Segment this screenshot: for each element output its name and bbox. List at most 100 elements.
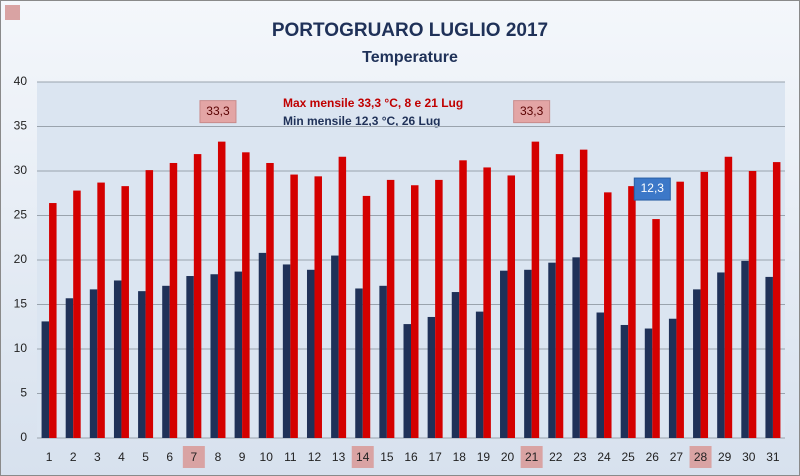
x-tick-label: 24 bbox=[597, 450, 611, 464]
x-tick-label: 10 bbox=[260, 450, 274, 464]
x-tick-label: 18 bbox=[453, 450, 467, 464]
bar bbox=[555, 154, 564, 438]
bar bbox=[427, 316, 436, 438]
bar bbox=[411, 185, 419, 438]
x-tick-label: 30 bbox=[742, 450, 756, 464]
bar bbox=[500, 270, 508, 438]
bar bbox=[162, 285, 170, 438]
x-tick-label: 20 bbox=[501, 450, 515, 464]
bar bbox=[483, 167, 491, 438]
bar bbox=[717, 272, 725, 438]
bar bbox=[234, 271, 243, 438]
bar bbox=[41, 321, 50, 438]
value-label-box bbox=[633, 177, 671, 201]
y-tick-label: 30 bbox=[14, 163, 28, 177]
x-tick-label: 5 bbox=[142, 450, 149, 464]
x-tick-label: 4 bbox=[118, 450, 125, 464]
bar bbox=[49, 203, 57, 438]
x-tick-label: 29 bbox=[718, 450, 732, 464]
value-label: 12,3 bbox=[641, 181, 665, 195]
bar bbox=[507, 175, 516, 438]
x-tick-label: 17 bbox=[428, 450, 442, 464]
x-tick-label: 13 bbox=[332, 450, 346, 464]
annotation: Max mensile 33,3 °C, 8 e 21 Lug bbox=[283, 96, 463, 110]
bar bbox=[724, 156, 733, 438]
y-tick-label: 20 bbox=[14, 252, 28, 266]
bar bbox=[210, 274, 218, 438]
bar bbox=[531, 141, 540, 438]
value-label-box bbox=[513, 100, 551, 124]
chart-subtitle: Temperature bbox=[362, 49, 458, 66]
x-tick-label: 6 bbox=[166, 450, 173, 464]
bar bbox=[386, 179, 395, 438]
y-tick-label: 10 bbox=[14, 341, 28, 355]
bar bbox=[604, 192, 612, 438]
bar bbox=[459, 160, 467, 438]
bar bbox=[403, 324, 411, 438]
bar bbox=[89, 289, 98, 438]
bar bbox=[217, 141, 226, 438]
value-label-box bbox=[199, 100, 237, 124]
bar bbox=[97, 182, 105, 438]
bar bbox=[258, 252, 267, 438]
bar bbox=[741, 260, 749, 438]
bar bbox=[113, 280, 122, 438]
corner-square bbox=[5, 5, 20, 20]
bar bbox=[379, 285, 387, 438]
y-tick-label: 35 bbox=[14, 119, 28, 133]
x-tick-label: 28 bbox=[694, 450, 708, 464]
x-tick-label: 12 bbox=[308, 450, 322, 464]
bar bbox=[628, 186, 636, 438]
bar bbox=[121, 186, 129, 438]
bar bbox=[65, 298, 74, 438]
bar bbox=[145, 170, 154, 439]
bar bbox=[169, 162, 178, 439]
bar bbox=[362, 195, 371, 438]
bar bbox=[475, 311, 484, 438]
bar bbox=[290, 174, 298, 438]
bar bbox=[765, 276, 773, 438]
x-tick-label: 7 bbox=[190, 450, 197, 464]
chart-title: PORTOGRUARO LUGLIO 2017 bbox=[272, 20, 548, 41]
x-tick-label: 1 bbox=[46, 450, 53, 464]
y-tick-label: 5 bbox=[20, 386, 27, 400]
bar bbox=[572, 257, 580, 438]
x-tick-label: 26 bbox=[646, 450, 660, 464]
bar bbox=[138, 291, 146, 438]
bar bbox=[282, 264, 291, 438]
x-tick-label: 16 bbox=[404, 450, 418, 464]
category-highlight bbox=[182, 446, 205, 468]
x-tick-label: 3 bbox=[94, 450, 101, 464]
bar bbox=[652, 219, 660, 438]
bar bbox=[676, 181, 684, 438]
bar bbox=[524, 269, 532, 438]
category-highlight bbox=[351, 446, 374, 468]
bar bbox=[596, 312, 605, 438]
annotation: Min mensile 12,3 °C, 26 Lug bbox=[283, 114, 441, 128]
value-label: 33,3 bbox=[520, 104, 544, 118]
bar bbox=[306, 269, 315, 438]
bar bbox=[693, 289, 701, 438]
x-tick-label: 15 bbox=[380, 450, 394, 464]
y-tick-label: 25 bbox=[14, 208, 28, 222]
bar bbox=[266, 162, 274, 439]
y-tick-label: 0 bbox=[20, 430, 27, 444]
bar bbox=[338, 156, 347, 438]
x-tick-label: 9 bbox=[239, 450, 246, 464]
x-tick-label: 25 bbox=[621, 450, 635, 464]
x-tick-label: 11 bbox=[284, 450, 297, 464]
bar bbox=[451, 292, 460, 438]
bar bbox=[355, 288, 363, 438]
y-tick-label: 15 bbox=[14, 297, 28, 311]
bar bbox=[772, 162, 781, 438]
x-tick-label: 8 bbox=[215, 450, 222, 464]
bar bbox=[748, 171, 757, 438]
x-tick-label: 27 bbox=[670, 450, 684, 464]
bar bbox=[193, 154, 202, 438]
bar bbox=[668, 318, 677, 438]
bar bbox=[548, 262, 556, 438]
bar bbox=[242, 152, 250, 438]
category-highlight bbox=[520, 446, 543, 468]
value-label: 33,3 bbox=[206, 104, 230, 118]
